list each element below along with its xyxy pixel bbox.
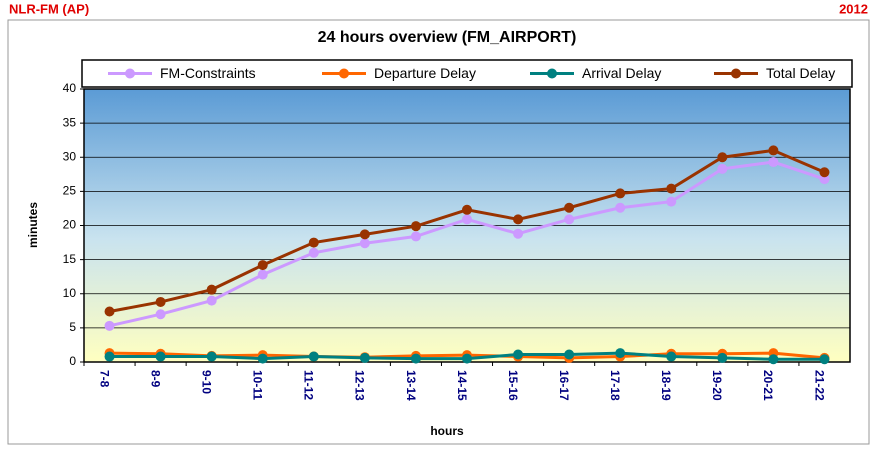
data-point xyxy=(359,229,370,240)
data-point xyxy=(410,221,421,232)
data-point xyxy=(564,349,575,360)
legend-label: Arrival Delay xyxy=(582,65,661,81)
x-tick-label: 8-9 xyxy=(148,370,162,388)
data-point xyxy=(257,353,268,364)
x-axis-label: hours xyxy=(430,424,464,438)
data-point xyxy=(768,145,779,156)
data-point xyxy=(155,351,166,362)
x-tick-label: 18-19 xyxy=(659,370,673,401)
data-point xyxy=(155,296,166,307)
legend-marker xyxy=(339,68,349,79)
y-tick-label: 25 xyxy=(63,184,77,198)
data-point xyxy=(513,228,524,239)
x-tick-label: 16-17 xyxy=(557,370,571,401)
data-point xyxy=(717,163,728,174)
x-tick-label: 19-20 xyxy=(710,370,724,401)
x-tick-label: 21-22 xyxy=(812,370,826,401)
y-tick-label: 20 xyxy=(63,218,77,232)
data-point xyxy=(206,351,217,362)
corner-left: NLR-FM (AP) xyxy=(9,1,89,16)
data-point xyxy=(513,349,524,360)
data-point xyxy=(717,152,728,163)
x-tick-label: 17-18 xyxy=(608,370,622,401)
x-tick-label: 10-11 xyxy=(251,370,265,400)
x-tick-label: 11-12 xyxy=(302,370,316,400)
y-tick-label: 30 xyxy=(63,149,77,163)
y-tick-label: 35 xyxy=(63,115,77,129)
data-point xyxy=(819,354,830,365)
data-point xyxy=(359,352,370,363)
data-point xyxy=(257,269,268,280)
y-tick-label: 5 xyxy=(69,320,76,334)
data-point xyxy=(308,247,319,258)
data-point xyxy=(206,295,217,306)
data-point xyxy=(666,196,677,207)
data-point xyxy=(768,157,779,168)
data-point xyxy=(564,214,575,225)
data-point xyxy=(615,202,626,213)
chart-title: 24 hours overview (FM_AIRPORT) xyxy=(318,29,577,46)
data-point xyxy=(666,183,677,194)
legend-label: Total Delay xyxy=(766,65,835,81)
y-axis-label: minutes xyxy=(26,202,40,248)
y-tick-label: 0 xyxy=(69,354,76,368)
data-point xyxy=(819,167,830,178)
legend-marker xyxy=(731,68,741,79)
data-point xyxy=(768,354,779,365)
legend-label: Departure Delay xyxy=(374,65,476,81)
data-point xyxy=(615,348,626,359)
y-tick-label: 10 xyxy=(63,286,77,300)
data-point xyxy=(513,214,524,225)
data-point xyxy=(462,214,472,225)
data-point xyxy=(155,309,166,320)
data-point xyxy=(410,353,421,364)
data-point xyxy=(462,353,472,364)
data-point xyxy=(666,351,677,362)
x-tick-label: 20-21 xyxy=(761,370,775,401)
legend-marker xyxy=(547,68,557,79)
data-point xyxy=(104,306,115,317)
data-point xyxy=(206,284,217,295)
corner-right: 2012 xyxy=(839,1,868,16)
data-point xyxy=(564,202,575,213)
legend-label: FM-Constraints xyxy=(160,65,256,81)
x-tick-label: 14-15 xyxy=(455,370,469,401)
x-tick-label: 13-14 xyxy=(404,370,418,401)
y-tick-label: 40 xyxy=(63,81,77,95)
data-point xyxy=(717,352,728,363)
y-tick-label: 15 xyxy=(63,252,77,266)
data-point xyxy=(104,351,115,362)
data-point xyxy=(359,238,370,249)
x-tick-label: 7-8 xyxy=(97,370,111,388)
data-point xyxy=(410,231,421,242)
x-tick-label: 9-10 xyxy=(199,370,213,394)
x-tick-label: 15-16 xyxy=(506,370,520,401)
x-tick-label: 12-13 xyxy=(353,370,367,401)
data-point xyxy=(104,320,115,331)
data-point xyxy=(257,260,268,271)
legend-marker xyxy=(125,68,135,79)
data-point xyxy=(462,204,472,215)
data-point xyxy=(308,351,319,362)
data-point xyxy=(308,237,319,248)
data-point xyxy=(615,188,626,199)
